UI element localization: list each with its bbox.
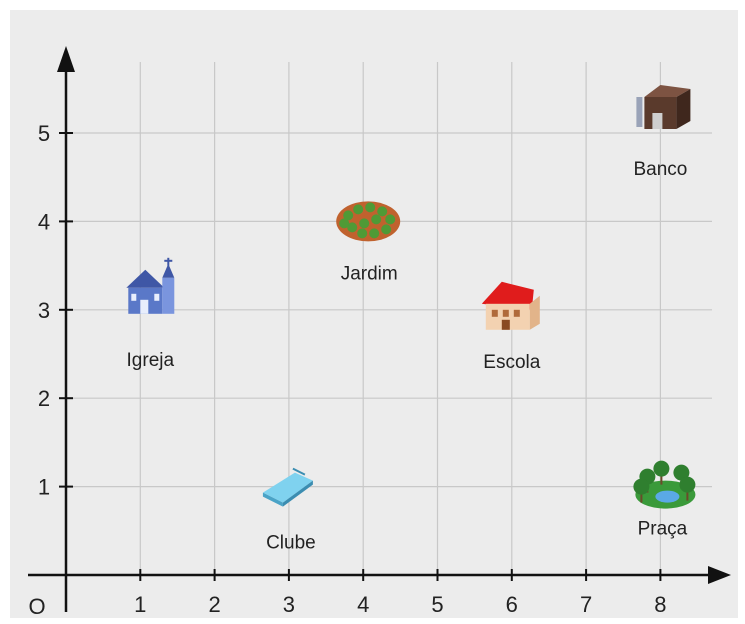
x-axis-arrow-icon <box>708 566 731 584</box>
place-label-1: Jardim <box>341 263 398 284</box>
x-tick-label-6: 6 <box>506 592 518 617</box>
y-tick-label-2: 2 <box>38 386 50 411</box>
y-axis-arrow-icon <box>57 46 75 72</box>
park-icon <box>633 460 696 509</box>
x-tick-label-8: 8 <box>654 592 666 617</box>
place-label-0: Igreja <box>127 350 175 371</box>
x-tick-label-5: 5 <box>431 592 443 617</box>
map-background <box>10 10 738 618</box>
y-tick-label-1: 1 <box>38 475 50 500</box>
tick-labels: 1 2 3 4 5 6 7 8 1 2 3 4 5 O <box>28 121 666 619</box>
places: Igreja Jardim Escola Banco Clube Praça <box>126 85 696 554</box>
garden-icon <box>336 201 401 242</box>
origin-label: O <box>28 594 45 619</box>
x-tick-label-7: 7 <box>580 592 592 617</box>
place-label-3: Banco <box>633 159 687 180</box>
x-tick-label-2: 2 <box>208 592 220 617</box>
place-label-4: Clube <box>266 533 316 554</box>
y-tick-label-4: 4 <box>38 209 50 234</box>
place-label-2: Escola <box>483 352 540 373</box>
y-tick-label-5: 5 <box>38 121 50 146</box>
x-tick-label-4: 4 <box>357 592 369 617</box>
church-icon <box>126 257 175 314</box>
place-label-5: Praça <box>638 519 688 540</box>
pool-icon <box>262 467 313 507</box>
y-tick-label-3: 3 <box>38 298 50 323</box>
x-tick-label-1: 1 <box>134 592 146 617</box>
bank-icon <box>636 85 691 129</box>
axes <box>28 46 731 612</box>
school-icon <box>481 281 540 330</box>
x-tick-label-3: 3 <box>283 592 295 617</box>
